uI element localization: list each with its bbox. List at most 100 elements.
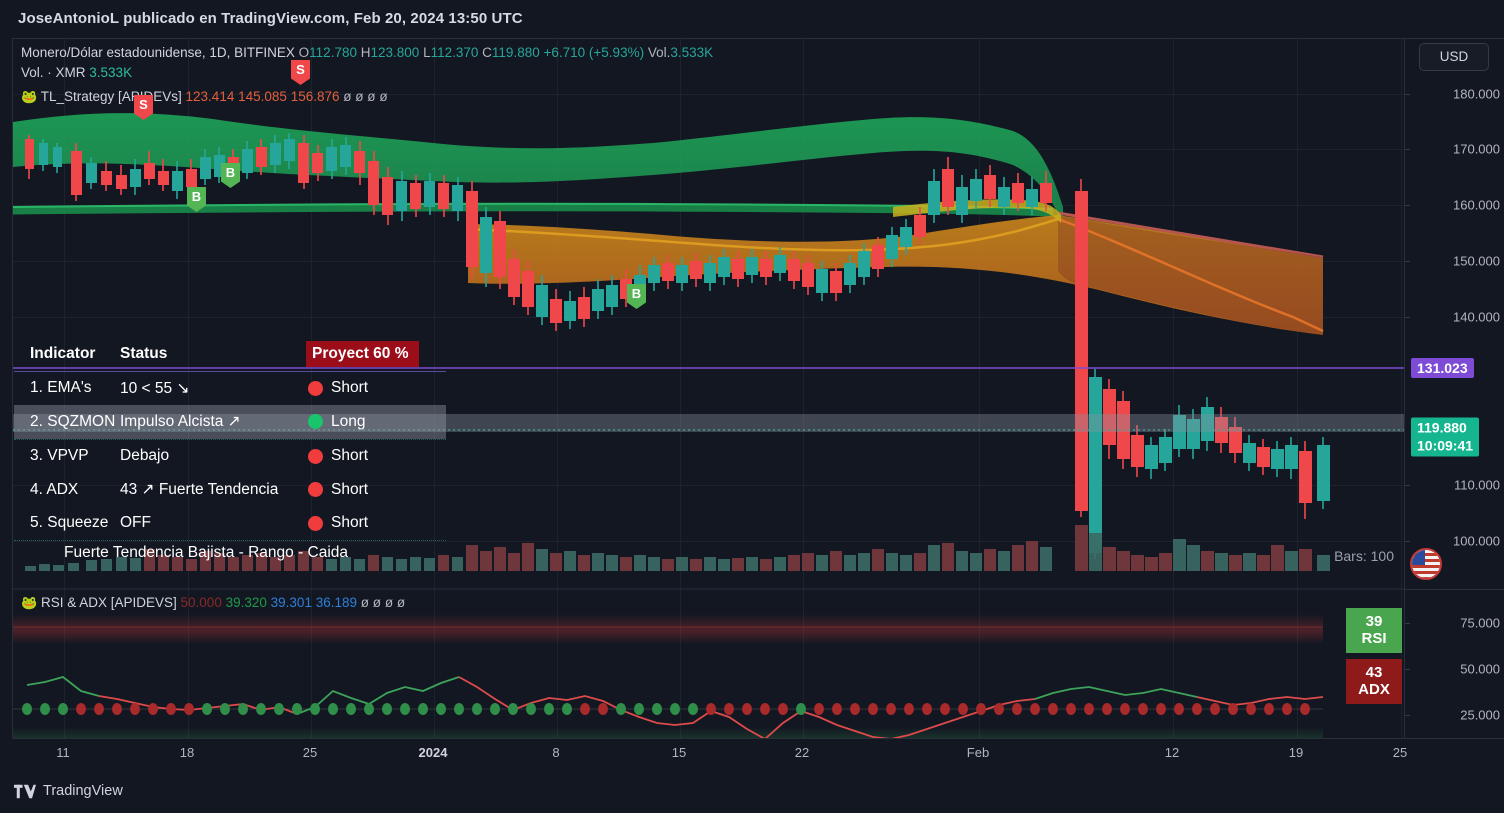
strategy-value-1: 123.414 — [185, 89, 235, 104]
chart-canvas[interactable]: S S B B B Monero/Dólar estadounidense, 1… — [12, 38, 1404, 738]
us-flag-icon — [1410, 548, 1442, 580]
time-axis[interactable]: 11 18 25 2024 8 15 22 Feb 12 19 25 — [12, 738, 1504, 770]
ohlc-l-label: L — [423, 45, 431, 60]
rsi-adx-panel — [13, 614, 1324, 738]
table-row: 3. VPVP Debajo Short — [14, 440, 446, 474]
adx-badge-value: 43 — [1365, 664, 1383, 681]
volume-value: 3.533K — [670, 45, 714, 60]
time-tick: 11 — [56, 745, 70, 760]
bars-counter: Bars: 100 — [1334, 548, 1394, 564]
rsi-badge: 39 RSI — [1346, 608, 1402, 653]
table-header-row: Indicator Status Proyect 60 % — [14, 337, 446, 371]
rsi-na-1: ø — [360, 595, 370, 610]
buy-marker: B — [221, 163, 240, 188]
tradingview-mark-icon — [14, 784, 36, 798]
row-signal: Long — [331, 412, 366, 430]
time-tick: 25 — [1392, 745, 1408, 760]
row-indicator-name: 2. SQZMON — [30, 412, 116, 430]
row-status: 43 ↗ Fuerte Tendencia — [120, 481, 279, 499]
currency-button[interactable]: USD — [1419, 43, 1489, 71]
buy-marker: B — [187, 187, 206, 212]
row-status: OFF — [120, 514, 151, 532]
adx-badge: 43 ADX — [1346, 659, 1402, 704]
indicator-summary-table: Indicator Status Proyect 60 % 1. EMA's 1… — [14, 337, 446, 562]
volume-histogram — [25, 525, 1330, 571]
frog-icon: 🐸 — [21, 89, 38, 104]
sell-marker: S — [291, 60, 310, 85]
rsi-tick: 25.000 — [1460, 707, 1500, 723]
tradingview-wordmark: TradingView — [43, 783, 123, 799]
price-axis[interactable]: USD 180.000 170.000 160.000 150.000 140.… — [1404, 38, 1504, 738]
projection-price-label[interactable]: 131.023 — [1411, 358, 1474, 378]
signal-dot-icon — [308, 414, 323, 430]
rsi-value-1: 50.000 — [180, 595, 222, 610]
rsi-tick: 75.000 — [1460, 615, 1500, 631]
table-row: 2. SQZMON Impulso Alcista ↗ Long — [14, 405, 446, 439]
signal-dot-icon — [308, 448, 323, 464]
rsi-badge-value: 39 — [1365, 613, 1383, 630]
rsi-na-2: ø — [372, 595, 382, 610]
ohlc-c-value: 119.880 — [491, 45, 540, 60]
rsi-na-4: ø — [396, 595, 406, 610]
signal-dot-icon — [308, 482, 323, 498]
table-row: 4. ADX 43 ↗ Fuerte Tendencia Short — [14, 473, 446, 507]
row-indicator-name: 3. VPVP — [30, 447, 89, 465]
table-summary: Fuerte Tendencia Bajista - Rango - Caida — [64, 544, 349, 561]
ohlc-h-label: H — [360, 45, 371, 60]
price-tick: 180.000 — [1453, 86, 1500, 102]
strategy-legend[interactable]: 🐸 TL_Strategy [APIDEVs] 123.414 145.085 … — [21, 89, 388, 105]
rsi-legend-title: RSI & ADX [APIDEVS] — [40, 595, 177, 610]
table-row-divider — [14, 540, 446, 541]
row-indicator-name: 1. EMA's — [30, 379, 92, 397]
time-tick: 25 — [302, 745, 318, 760]
last-price-label[interactable]: 119.880 10:09:41 — [1411, 417, 1480, 457]
volume-legend-title: Vol. · XMR — [21, 65, 86, 80]
row-signal: Short — [331, 480, 369, 498]
row-signal: Short — [331, 447, 369, 465]
row-signal: Short — [331, 379, 369, 397]
price-tick: 140.000 — [1453, 309, 1500, 325]
row-status: Debajo — [120, 447, 170, 465]
volume-legend[interactable]: Vol. · XMR 3.533K — [21, 65, 132, 80]
symbol-name: Monero/Dólar estadounidense, 1D, BITFINE… — [21, 45, 295, 60]
time-tick: 18 — [179, 745, 195, 760]
row-indicator-name: 4. ADX — [30, 480, 79, 498]
strategy-legend-title: TL_Strategy [APIDEVs] — [40, 89, 182, 104]
strategy-na-2: ø — [355, 89, 364, 104]
time-tick: 8 — [552, 745, 560, 760]
time-tick: Feb — [966, 745, 990, 760]
bar-countdown: 10:09:41 — [1417, 437, 1474, 453]
price-tick: 150.000 — [1453, 253, 1500, 269]
ohlc-o-value: 112.780 — [309, 45, 357, 60]
row-indicator-name: 5. Squeeze — [30, 514, 109, 532]
frog-icon: 🐸 — [21, 595, 38, 610]
strategy-value-3: 156.876 — [290, 89, 340, 104]
rsi-value-3: 39.301 — [270, 595, 312, 610]
last-price-value: 119.880 — [1417, 419, 1467, 436]
rsi-value-4: 36.189 — [315, 595, 358, 610]
strategy-na-3: ø — [367, 89, 376, 104]
ohlc-h-value: 123.800 — [370, 45, 420, 60]
symbol-legend[interactable]: Monero/Dólar estadounidense, 1D, BITFINE… — [21, 45, 713, 60]
candlestick-series — [25, 133, 1330, 559]
ohlc-l-value: 112.370 — [430, 45, 479, 60]
price-tick: 160.000 — [1453, 197, 1500, 213]
rsi-adx-legend[interactable]: 🐸 RSI & ADX [APIDEVS] 50.000 39.320 39.3… — [21, 595, 405, 611]
rsi-badge-name: RSI — [1361, 630, 1387, 648]
publisher-byline: JoseAntonioL publicado en TradingView.co… — [18, 10, 523, 27]
adx-badge-name: ADX — [1358, 681, 1390, 699]
strategy-na-1: ø — [343, 89, 352, 104]
ohlc-c-label: C — [482, 45, 492, 60]
rsi-na-3: ø — [384, 595, 394, 610]
strategy-na-4: ø — [379, 89, 388, 104]
price-tick: 100.000 — [1453, 533, 1500, 549]
ohlc-o-label: O — [298, 45, 310, 60]
table-row-divider — [14, 438, 446, 440]
table-row: 5. Squeeze OFF Short — [14, 507, 446, 541]
rsi-value-2: 39.320 — [225, 595, 267, 610]
time-tick: 2024 — [418, 745, 448, 760]
tradingview-logo[interactable]: TradingView — [14, 783, 123, 799]
price-tick: 170.000 — [1453, 141, 1500, 157]
signal-dot-icon — [308, 515, 323, 531]
